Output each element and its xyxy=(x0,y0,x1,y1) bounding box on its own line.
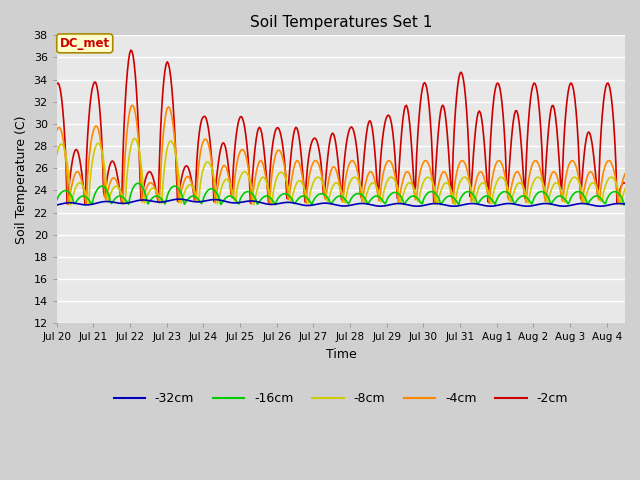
-2cm xyxy=(363,130,371,136)
-32cm xyxy=(328,201,335,207)
-4cm xyxy=(266,202,273,208)
-16cm xyxy=(362,196,369,202)
-4cm xyxy=(394,189,401,194)
-4cm xyxy=(363,176,371,182)
-8cm xyxy=(53,152,61,158)
-2cm xyxy=(610,119,618,125)
-2cm xyxy=(621,180,629,186)
Line: -32cm: -32cm xyxy=(57,199,625,206)
-8cm xyxy=(621,186,629,192)
-32cm xyxy=(520,203,527,209)
-8cm xyxy=(328,184,336,190)
-32cm xyxy=(362,201,369,206)
-16cm xyxy=(328,201,335,207)
-8cm xyxy=(394,183,401,189)
-4cm xyxy=(521,193,529,199)
X-axis label: Time: Time xyxy=(326,348,356,361)
-32cm xyxy=(392,201,400,206)
-16cm xyxy=(392,190,400,195)
-2cm xyxy=(328,130,336,136)
-16cm xyxy=(621,200,629,206)
Legend: -32cm, -16cm, -8cm, -4cm, -2cm: -32cm, -16cm, -8cm, -4cm, -2cm xyxy=(109,387,573,410)
-16cm xyxy=(620,202,628,208)
-8cm xyxy=(521,188,529,194)
-16cm xyxy=(134,180,141,186)
-16cm xyxy=(324,195,332,201)
Line: -8cm: -8cm xyxy=(57,138,625,205)
-32cm xyxy=(610,201,618,207)
-32cm xyxy=(524,204,531,209)
-32cm xyxy=(324,201,332,206)
Text: DC_met: DC_met xyxy=(60,37,110,50)
Line: -2cm: -2cm xyxy=(57,50,625,204)
-2cm xyxy=(521,195,529,201)
-4cm xyxy=(621,171,629,177)
-8cm xyxy=(131,135,138,141)
Y-axis label: Soil Temperature (C): Soil Temperature (C) xyxy=(15,115,28,244)
-32cm xyxy=(175,196,182,202)
-16cm xyxy=(609,189,616,195)
-2cm xyxy=(127,47,134,53)
-4cm xyxy=(53,128,61,133)
-16cm xyxy=(520,193,527,199)
-2cm xyxy=(325,144,333,150)
-8cm xyxy=(610,176,618,181)
Line: -16cm: -16cm xyxy=(57,183,625,205)
-4cm xyxy=(610,167,618,172)
-2cm xyxy=(394,195,401,201)
-4cm xyxy=(325,176,333,181)
-32cm xyxy=(53,202,61,208)
-4cm xyxy=(328,165,336,170)
-2cm xyxy=(53,81,61,87)
-8cm xyxy=(67,202,74,208)
-16cm xyxy=(53,197,61,203)
-2cm xyxy=(81,202,89,207)
-8cm xyxy=(325,195,333,201)
-8cm xyxy=(363,192,371,198)
Title: Soil Temperatures Set 1: Soil Temperatures Set 1 xyxy=(250,15,432,30)
-4cm xyxy=(128,102,136,108)
Line: -4cm: -4cm xyxy=(57,105,625,205)
-32cm xyxy=(621,201,629,207)
